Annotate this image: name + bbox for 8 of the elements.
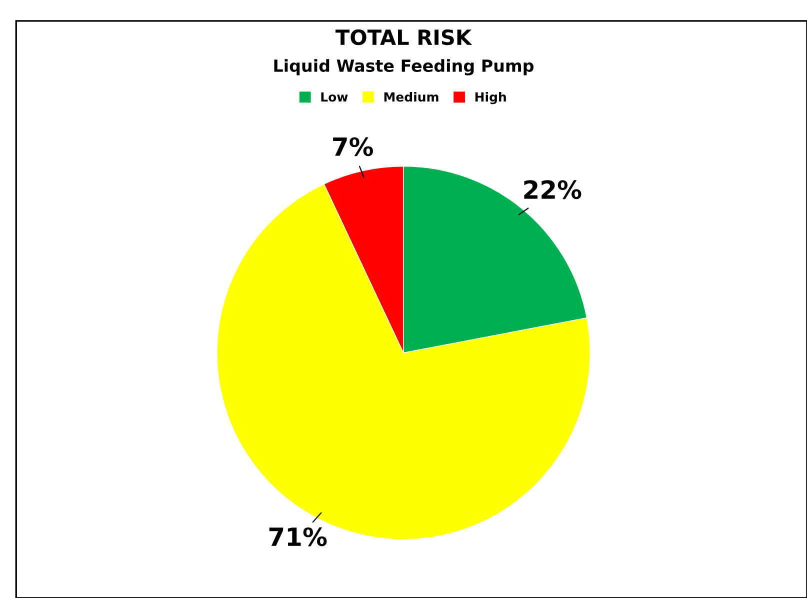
chart-title: TOTAL RISK [336, 29, 472, 46]
legend-label: Medium [384, 92, 438, 102]
data-label: 22% [524, 180, 582, 200]
legend-label: High [475, 92, 506, 104]
data-label: 7% [333, 137, 374, 156]
legend-label: Low [321, 92, 348, 102]
chart-subtitle: Liquid Waste Feeding Pump [274, 59, 534, 76]
data-label: 71% [269, 527, 327, 546]
